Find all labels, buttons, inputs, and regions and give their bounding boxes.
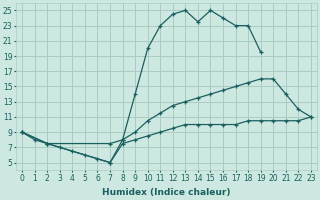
X-axis label: Humidex (Indice chaleur): Humidex (Indice chaleur)	[102, 188, 231, 197]
